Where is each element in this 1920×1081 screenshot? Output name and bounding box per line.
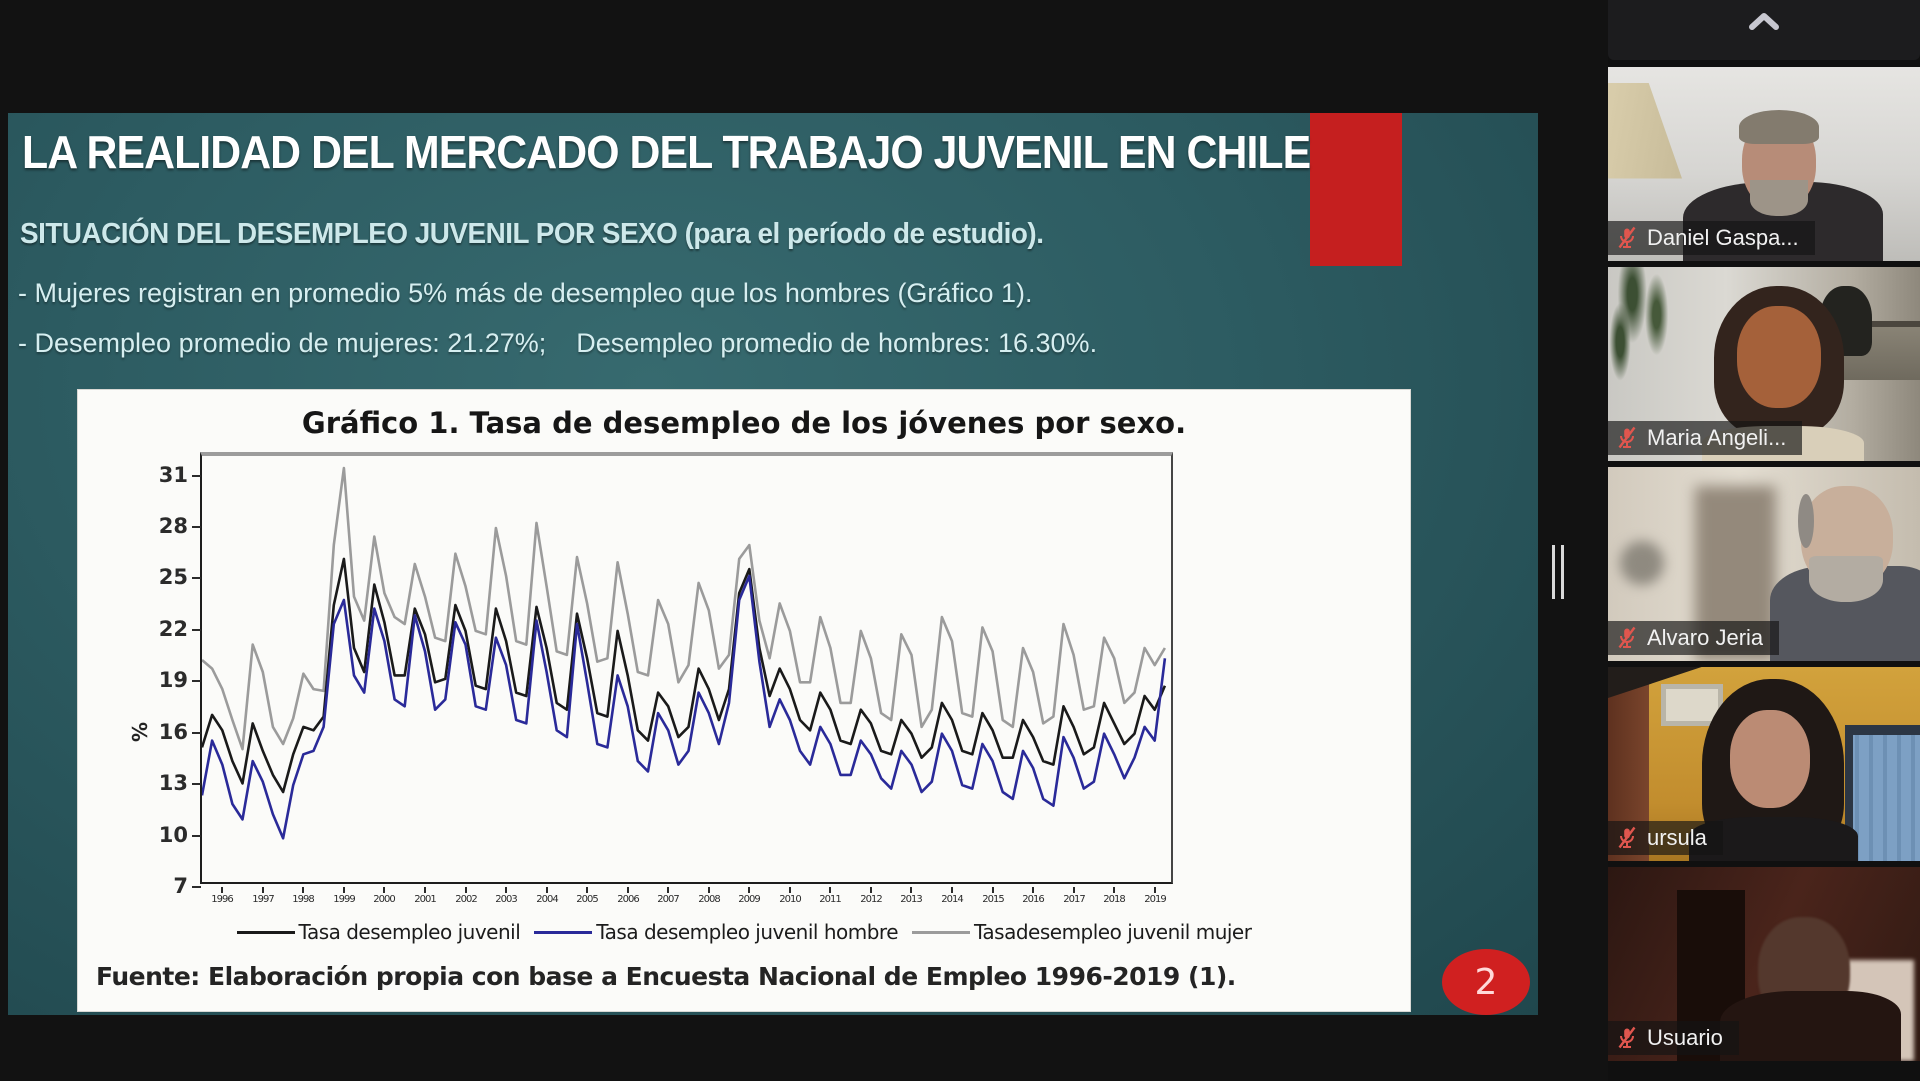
x-tick-label: 2014 xyxy=(930,887,974,905)
series-line-0 xyxy=(202,557,1167,794)
x-tick-label: 2006 xyxy=(606,887,650,905)
participant-tile[interactable]: Usuario xyxy=(1608,867,1920,1061)
legend-swatch xyxy=(534,930,593,934)
participant-name: Maria Angeli... xyxy=(1647,425,1787,450)
panel-collapse-button[interactable] xyxy=(1608,0,1920,60)
x-tick-label: 2013 xyxy=(889,887,933,905)
page-number-badge: 2 xyxy=(1442,949,1530,1015)
participant-name-bar: ursula xyxy=(1608,821,1723,855)
slide-title: LA REALIDAD DEL MERCADO DEL TRABAJO JUVE… xyxy=(22,126,1311,178)
x-tick-label: 1997 xyxy=(241,887,285,905)
participant-tile[interactable]: Daniel Gaspa... xyxy=(1608,67,1920,261)
x-tick-label: 2009 xyxy=(727,887,771,905)
participant-name-bar: Alvaro Jeria xyxy=(1608,621,1780,655)
x-tick-label: 2003 xyxy=(484,887,528,905)
x-tick-label: 1998 xyxy=(281,887,325,905)
participant-tile[interactable]: Maria Angeli... xyxy=(1608,267,1920,461)
participant-name: Alvaro Jeria xyxy=(1647,625,1764,650)
x-tick-label: 2000 xyxy=(362,887,406,905)
x-tick-label: 2016 xyxy=(1011,887,1055,905)
chart-title: Gráfico 1. Tasa de desempleo de los jóve… xyxy=(301,406,1187,440)
legend-label: Tasa desempleo juvenil hombre xyxy=(596,920,898,944)
y-tick-label: 13 xyxy=(142,771,201,795)
x-tick-label: 2010 xyxy=(768,887,812,905)
series-line-1 xyxy=(202,574,1167,840)
y-tick-label: 28 xyxy=(142,514,201,538)
x-tick-label: 2015 xyxy=(971,887,1015,905)
x-tick-label: 2002 xyxy=(444,887,488,905)
legend-label: Tasadesempleo juvenil mujer xyxy=(974,920,1252,944)
series-line-2 xyxy=(202,466,1167,751)
muted-mic-icon xyxy=(1618,826,1636,849)
y-tick-label: 16 xyxy=(142,720,201,744)
y-tick-label: 22 xyxy=(142,617,201,641)
x-tick-label: 2018 xyxy=(1092,887,1136,905)
chart-card: Gráfico 1. Tasa de desempleo de los jóve… xyxy=(78,390,1410,1011)
x-tick-label: 2008 xyxy=(687,887,731,905)
chart-source: Fuente: Elaboración propia con base a En… xyxy=(96,962,1236,991)
x-tick-label: 2004 xyxy=(525,887,569,905)
y-tick-label: 10 xyxy=(142,823,201,847)
legend-label: Tasa desempleo juvenil xyxy=(298,920,521,944)
x-tick-label: 2017 xyxy=(1052,887,1096,905)
participant-video xyxy=(1608,67,1920,261)
legend-item: Tasa desempleo juvenil hombre xyxy=(534,920,898,944)
x-tick-label: 2001 xyxy=(403,887,447,905)
participant-tiles: Daniel Gaspa... Maria Angeli... Alvaro Jer… xyxy=(1608,67,1920,1067)
chart-legend: Tasa desempleo juvenil Tasa desempleo juv… xyxy=(78,920,1410,944)
x-tick-label: 2011 xyxy=(808,887,852,905)
x-tick-label: 2019 xyxy=(1133,887,1177,905)
participant-name-bar: Usuario xyxy=(1608,1021,1739,1055)
legend-swatch xyxy=(912,930,970,934)
x-tick-label: 2012 xyxy=(849,887,893,905)
participant-name-bar: Maria Angeli... xyxy=(1608,421,1803,455)
participant-tile[interactable]: Alvaro Jeria xyxy=(1608,467,1920,661)
legend-item: Tasa desempleo juvenil xyxy=(236,920,521,944)
y-tick-label: 25 xyxy=(142,565,201,589)
y-tick-label: 31 xyxy=(142,463,201,487)
muted-mic-icon xyxy=(1618,426,1636,449)
presentation-slide: LA REALIDAD DEL MERCADO DEL TRABAJO JUVE… xyxy=(8,113,1538,1015)
title-accent-block xyxy=(1310,113,1402,266)
participants-panel: Daniel Gaspa... Maria Angeli... Alvaro Jer… xyxy=(1608,0,1920,1081)
x-tick-label: 2005 xyxy=(565,887,609,905)
y-tick-label: 19 xyxy=(142,668,201,692)
participant-video xyxy=(1608,667,1920,861)
participant-name-bar: Daniel Gaspa... xyxy=(1608,221,1815,255)
muted-mic-icon xyxy=(1618,1026,1636,1049)
participant-tile[interactable]: ursula xyxy=(1608,667,1920,861)
x-tick-label: 1996 xyxy=(200,887,244,905)
panel-drag-handle-icon[interactable] xyxy=(1552,545,1564,599)
slide-subtitle: SITUACIÓN DEL DESEMPLEO JUVENIL POR SEXO… xyxy=(20,218,1044,250)
legend-item: Tasadesempleo juvenil mujer xyxy=(912,920,1252,944)
x-tick-label: 2007 xyxy=(646,887,690,905)
participant-name: Daniel Gaspa... xyxy=(1647,225,1799,250)
x-tick-label: 1999 xyxy=(322,887,366,905)
participant-name: ursula xyxy=(1647,825,1707,850)
y-tick-label: 7 xyxy=(142,874,201,898)
muted-mic-icon xyxy=(1618,626,1636,649)
bullet-2: - Desempleo promedio de mujeres: 21.27%;… xyxy=(18,328,1098,358)
participant-video xyxy=(1608,267,1920,461)
line-plot: 31 28 25 22 19 16 13 10 7 1996 1997 1998 1999 2000 200… xyxy=(159,452,1173,905)
chevron-up-icon xyxy=(1749,13,1779,30)
legend-swatch xyxy=(236,930,295,934)
participant-name: Usuario xyxy=(1647,1025,1723,1050)
bullet-1: - Mujeres registran en promedio 5% más d… xyxy=(18,278,1033,308)
muted-mic-icon xyxy=(1618,226,1636,249)
